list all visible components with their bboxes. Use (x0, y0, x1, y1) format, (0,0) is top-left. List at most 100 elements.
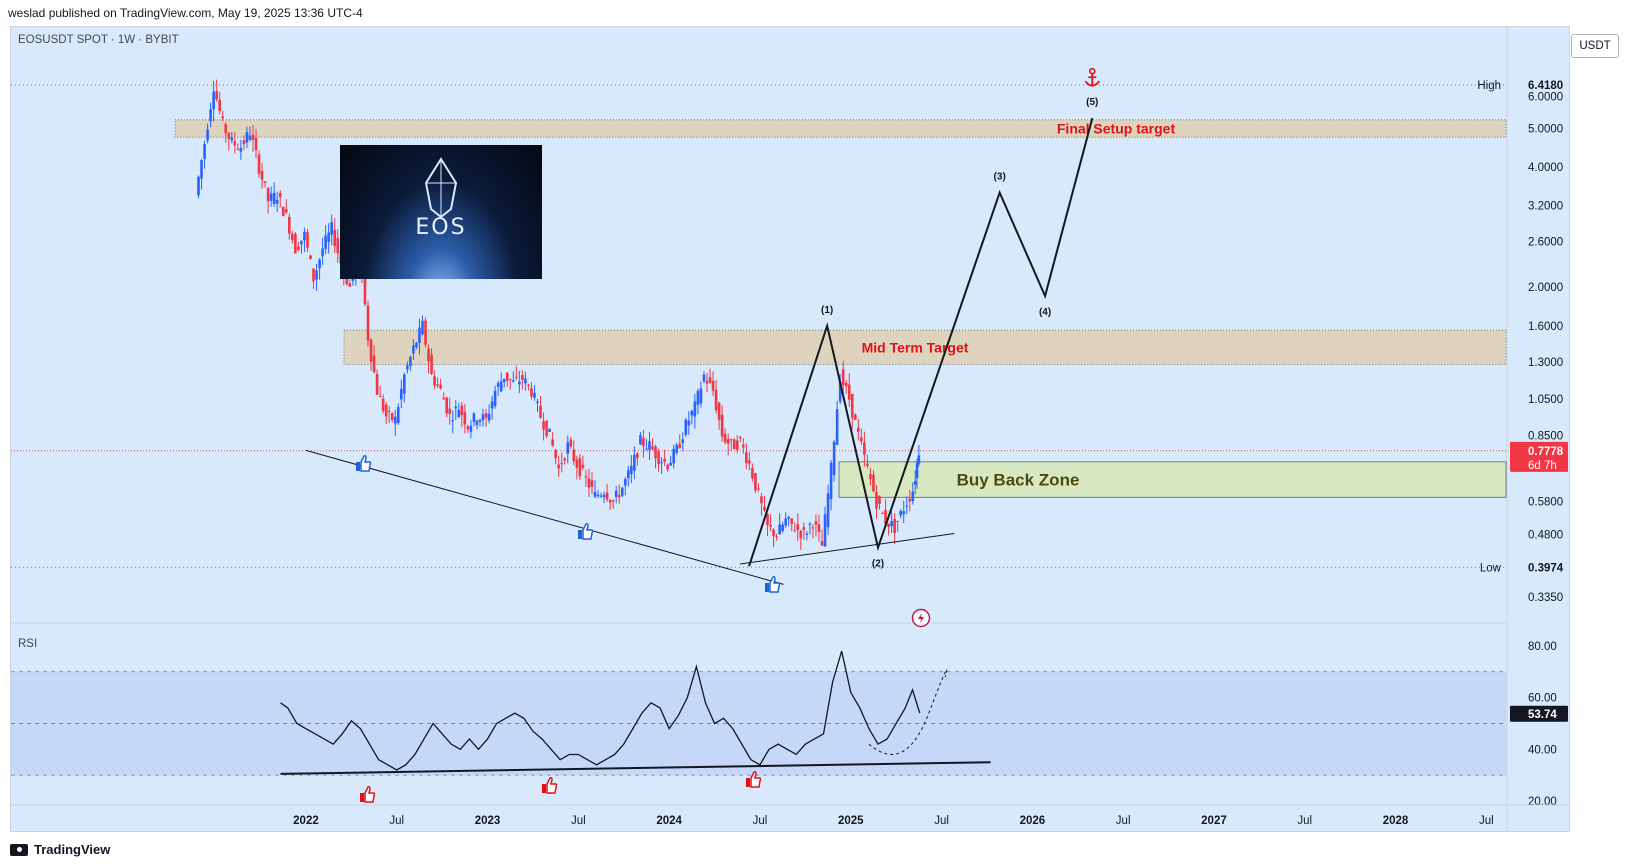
candle-body (826, 493, 830, 528)
candle-body (569, 439, 573, 447)
candle-body (611, 500, 615, 502)
thumbs-up-icon (746, 771, 762, 788)
candle-body (726, 439, 730, 444)
candle-body (769, 524, 772, 527)
candle-body (403, 374, 406, 394)
candle-body (648, 441, 651, 450)
candle-body (875, 491, 878, 509)
candle-body (599, 495, 603, 497)
candle-body (760, 496, 763, 504)
wave-projection-line (748, 117, 1094, 567)
candle-body (757, 488, 760, 490)
thumb-hand (582, 523, 594, 540)
candle-body (893, 518, 896, 534)
rsi-pane-title[interactable]: RSI (18, 638, 38, 650)
candle-body (466, 426, 470, 430)
candle-body (475, 421, 479, 426)
candle-body (297, 246, 300, 250)
candle-body (620, 487, 624, 496)
candle-body (327, 232, 330, 242)
candle-body (300, 240, 303, 245)
footer-brand[interactable]: TradingView (10, 842, 110, 857)
candle-body (527, 384, 530, 386)
candle-body (400, 388, 403, 400)
candle-body (705, 380, 709, 384)
candle-body (811, 527, 815, 529)
candle-body (605, 492, 609, 500)
trendline (305, 449, 784, 585)
candle-body (409, 356, 412, 366)
candle-body (539, 405, 542, 418)
candle-body (530, 388, 533, 397)
candle-body (336, 238, 340, 254)
candle-body (502, 378, 506, 383)
candle-body (505, 372, 509, 381)
candle-body (560, 462, 564, 465)
tradingview-logo-icon (10, 843, 28, 856)
candle-body (917, 455, 921, 464)
wave-label: (2) (872, 559, 884, 570)
candle-body (306, 232, 309, 248)
thumb-cuff (542, 784, 546, 793)
candle-body (669, 462, 672, 466)
time-tick-label: 2025 (838, 815, 864, 827)
time-tick-label: Jul (1479, 815, 1494, 827)
candle-body (288, 216, 291, 234)
currency-button[interactable]: USDT (1571, 34, 1619, 58)
candle-body (548, 428, 551, 432)
candle-body (381, 398, 385, 411)
candle-body (545, 420, 548, 436)
candle-body (872, 474, 875, 492)
candle-body (524, 378, 527, 384)
candle-body (915, 463, 919, 479)
candle-body (330, 222, 333, 235)
candle-body (566, 442, 570, 454)
candle-body (714, 389, 718, 411)
candle-body (427, 348, 430, 362)
candle-body (493, 390, 497, 407)
time-tick-label: 2028 (1383, 815, 1409, 827)
chart-area[interactable]: Final Setup target Mid Term Target Buy Bac… (10, 26, 1570, 832)
thumbs-up-icon (360, 786, 376, 803)
candle-body (766, 514, 769, 526)
thumb-hand (769, 576, 781, 593)
thumb-cuff (356, 462, 360, 471)
candle-body (678, 443, 682, 448)
candle-body (212, 91, 215, 110)
candle-body (687, 420, 691, 426)
time-tick-label: Jul (389, 815, 404, 827)
candle-body (617, 495, 621, 498)
wave-label: (5) (1086, 97, 1098, 108)
candle-body (406, 365, 409, 370)
candle-body (227, 132, 231, 139)
eos-logo-image: EOS (340, 145, 542, 279)
candle-body (233, 141, 237, 146)
candle-body (681, 439, 685, 444)
candle-body (772, 529, 775, 537)
candle-body (430, 354, 433, 375)
high-label: High (1477, 80, 1501, 92)
thumb-cuff (360, 793, 364, 802)
candle-body (294, 233, 297, 254)
candle-body (321, 248, 324, 257)
candle-body (702, 374, 706, 382)
candle-body (242, 140, 246, 145)
time-tick-label: Jul (1297, 815, 1312, 827)
candle-body (896, 520, 899, 522)
symbol-legend[interactable]: EOSUSDT SPOT · 1W · BYBIT (18, 34, 179, 46)
candle-body (717, 402, 721, 421)
time-tick-label: 2027 (1201, 815, 1227, 827)
candle-body (614, 490, 618, 498)
chart-canvas[interactable]: Final Setup target Mid Term Target Buy Bac… (11, 27, 1569, 831)
rsi-tick-label: 80.00 (1528, 641, 1557, 653)
candle-body (348, 283, 352, 287)
candle-body (639, 435, 642, 445)
candle-body (542, 421, 545, 430)
candle-body (415, 342, 418, 348)
rsi-line (280, 650, 921, 771)
low-value: 0.3974 (1528, 562, 1564, 574)
lightning-icon (911, 608, 931, 628)
candle-body (627, 470, 630, 479)
wave-label: (1) (821, 305, 833, 316)
candle-body (508, 378, 512, 380)
